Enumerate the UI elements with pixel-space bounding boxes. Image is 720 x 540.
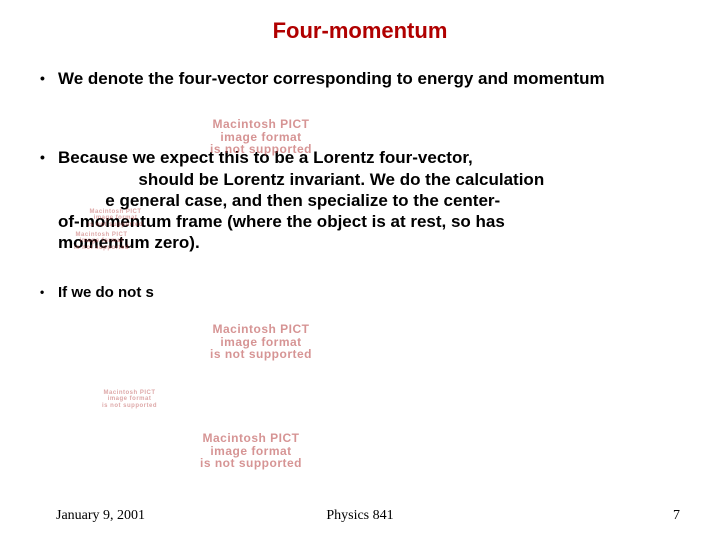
slide-title: Four-momentum <box>0 0 720 50</box>
bullet-2-line3: e general case, and then specialize to t… <box>105 191 500 210</box>
bullet-list: We denote the four-vector corresponding … <box>0 68 720 302</box>
bullet-2-line5: momentum zero). <box>58 233 200 252</box>
bullet-2-line4: of-momentum frame (where the object is a… <box>58 212 505 231</box>
footer-course: Physics 841 <box>0 508 720 524</box>
bullet-3: If we do not s <box>58 284 680 303</box>
footer-page: 7 <box>673 508 680 524</box>
bullet-1-text: We denote the four-vector corresponding … <box>58 69 605 88</box>
bullet-3-text: If we do not s <box>58 284 154 301</box>
pict-error-icon: Macintosh PICT image format is not suppo… <box>102 390 157 409</box>
bullet-2-line1: Because we expect this to be a Lorentz f… <box>58 148 473 167</box>
bullet-1: We denote the four-vector corresponding … <box>58 68 680 89</box>
pict-error-icon: Macintosh PICT image format is not suppo… <box>210 323 312 361</box>
bullet-2: Because we expect this to be a Lorentz f… <box>58 147 680 253</box>
slide: Four-momentum We denote the four-vector … <box>0 0 720 540</box>
bullet-2-line2: should be Lorentz invariant. We do the c… <box>134 170 545 189</box>
pict-error-icon: Macintosh PICT image format is not suppo… <box>200 432 302 470</box>
